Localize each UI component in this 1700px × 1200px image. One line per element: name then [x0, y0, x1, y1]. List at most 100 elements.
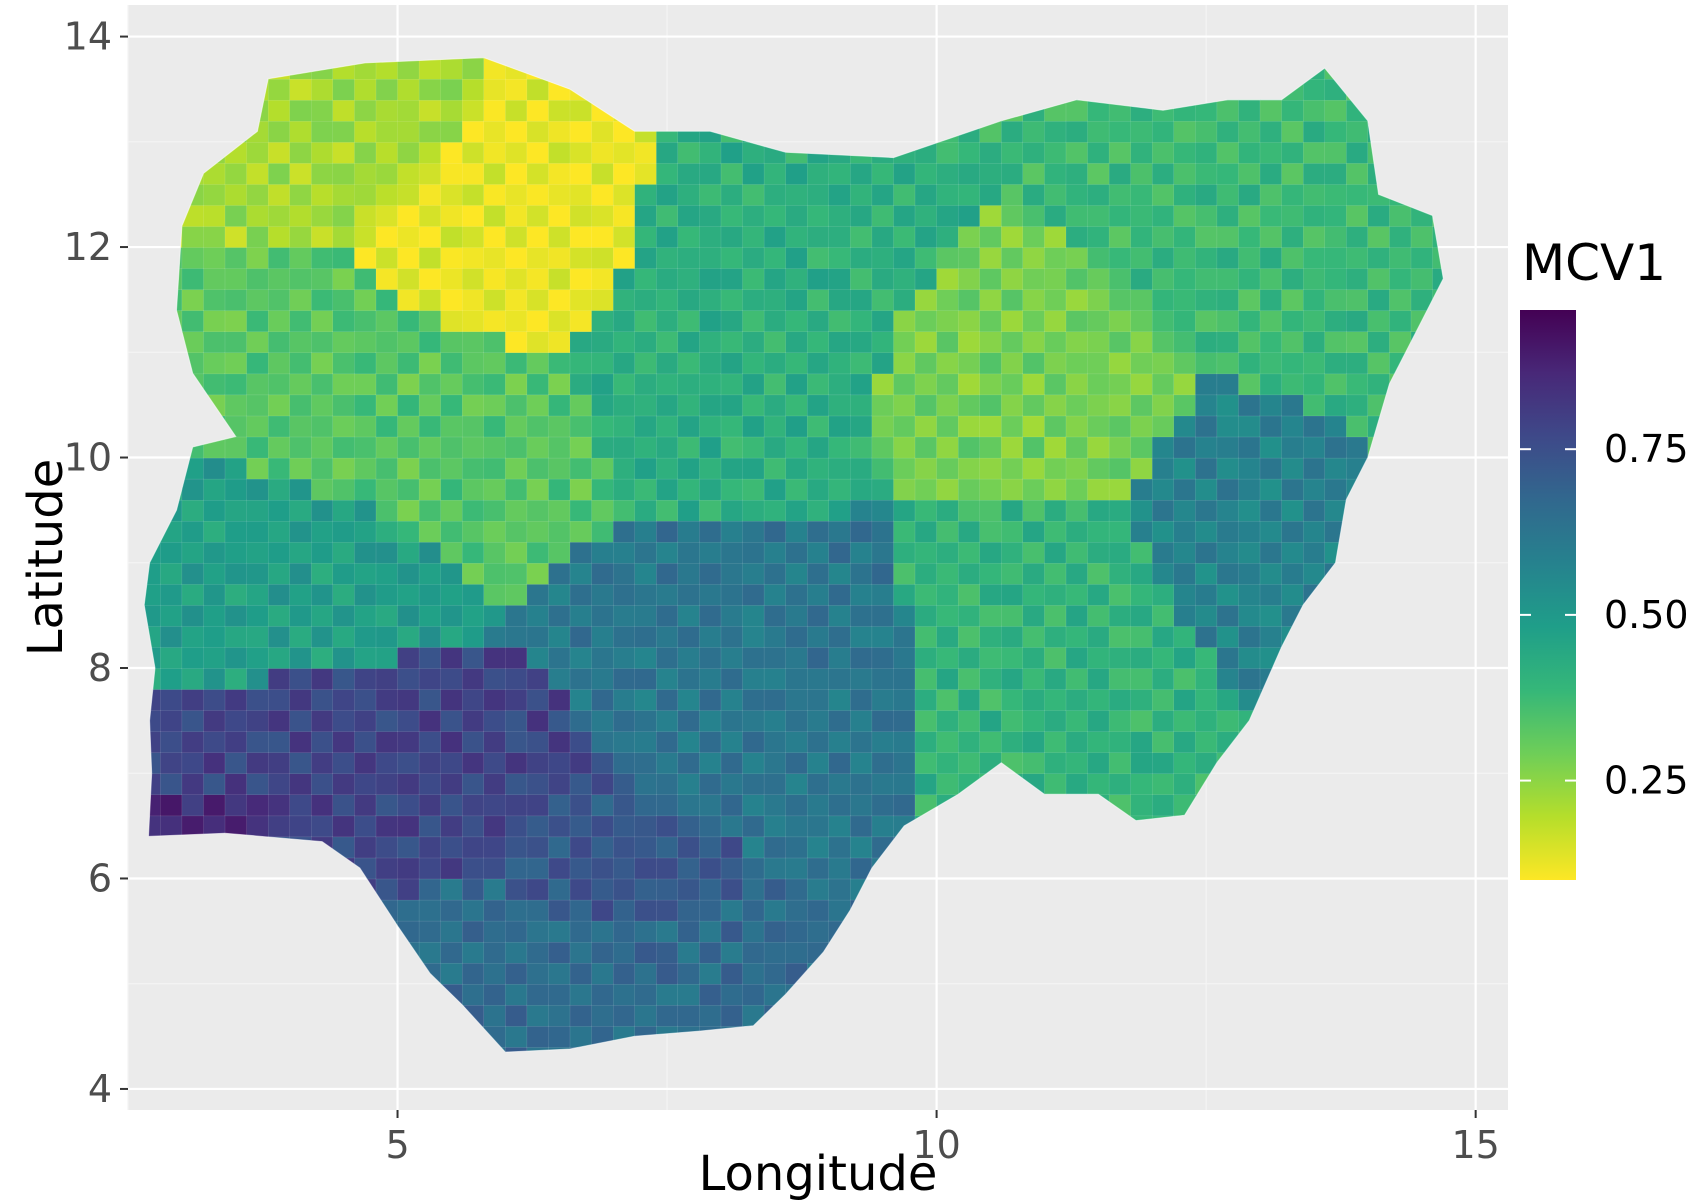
- district-cell: [1151, 373, 1175, 396]
- district-cell: [677, 183, 701, 206]
- district-cell: [505, 120, 528, 143]
- district-cell: [1346, 267, 1369, 290]
- district-cell: [289, 415, 313, 438]
- district-cell: [160, 667, 183, 690]
- district-cell: [720, 415, 744, 438]
- district-cell: [1195, 141, 1218, 164]
- district-cell: [634, 878, 658, 901]
- district-cell: [785, 667, 809, 690]
- district-cell: [462, 99, 485, 122]
- district-cell: [958, 730, 981, 753]
- district-cell: [311, 457, 334, 480]
- district-cell: [1001, 225, 1024, 248]
- district-cell: [418, 688, 442, 711]
- district-cell: [160, 646, 183, 669]
- district-cell: [807, 709, 830, 732]
- district-cell: [807, 773, 830, 796]
- district-cell: [677, 667, 701, 690]
- district-cell: [354, 162, 377, 185]
- district-cell: [483, 141, 507, 164]
- district-cell: [742, 478, 765, 501]
- district-cell: [763, 562, 787, 585]
- district-cell: [375, 267, 399, 290]
- district-cell: [1302, 373, 1326, 396]
- x-axis-title: Longitude: [699, 1146, 938, 1200]
- district-cell: [548, 120, 571, 143]
- district-cell: [613, 478, 636, 501]
- district-cell: [613, 436, 636, 459]
- district-cell: [268, 394, 291, 417]
- district-cell: [1065, 267, 1089, 290]
- district-cell: [1065, 394, 1089, 417]
- district-cell: [785, 773, 809, 796]
- district-cell: [224, 730, 248, 753]
- district-cell: [440, 120, 464, 143]
- district-cell: [1216, 288, 1240, 311]
- district-cell: [203, 583, 226, 606]
- district-cell: [483, 183, 507, 206]
- district-cell: [462, 541, 485, 564]
- district-cell: [1065, 709, 1089, 732]
- district-cell: [311, 794, 334, 817]
- district-cell: [203, 499, 226, 522]
- district-cell: [418, 288, 442, 311]
- district-cell: [591, 941, 614, 964]
- district-cell: [807, 815, 830, 838]
- district-cell: [289, 688, 313, 711]
- district-cell: [634, 688, 658, 711]
- district-cell: [1108, 373, 1132, 396]
- district-cell: [289, 225, 313, 248]
- district-cell: [181, 499, 205, 522]
- district-cell: [1130, 562, 1154, 585]
- district-cell: [893, 373, 916, 396]
- district-cell: [1151, 183, 1175, 206]
- district-cell: [246, 394, 270, 417]
- district-cell: [1281, 99, 1304, 122]
- district-cell: [1065, 225, 1089, 248]
- district-cell: [613, 288, 636, 311]
- district-cell: [268, 415, 291, 438]
- district-cell: [785, 646, 809, 669]
- district-cell: [311, 331, 334, 354]
- district-cell: [160, 752, 183, 775]
- district-cell: [462, 415, 485, 438]
- district-cell: [397, 709, 420, 732]
- district-cell: [763, 941, 787, 964]
- district-cell: [160, 625, 183, 648]
- district-cell: [656, 415, 679, 438]
- district-cell: [1259, 625, 1283, 648]
- district-cell: [224, 794, 248, 817]
- district-cell: [224, 478, 248, 501]
- district-cell: [311, 415, 334, 438]
- district-cell: [763, 352, 787, 375]
- district-cell: [1324, 436, 1348, 459]
- district-cell: [1022, 120, 1046, 143]
- district-cell: [1065, 120, 1089, 143]
- district-cell: [1001, 267, 1024, 290]
- district-cell: [979, 267, 1003, 290]
- district-cell: [1173, 267, 1197, 290]
- district-cell: [1259, 499, 1283, 522]
- district-cell: [354, 730, 377, 753]
- district-cell: [548, 583, 571, 606]
- district-cell: [742, 962, 765, 985]
- district-cell: [462, 352, 485, 375]
- district-cell: [677, 520, 701, 543]
- district-cell: [1302, 394, 1326, 417]
- district-cell: [268, 752, 291, 775]
- district-cell: [850, 520, 873, 543]
- district-cell: [1346, 331, 1369, 354]
- district-cell: [1195, 288, 1218, 311]
- district-cell: [785, 267, 809, 290]
- district-cell: [268, 183, 291, 206]
- district-cell: [742, 267, 765, 290]
- district-cell: [656, 373, 679, 396]
- district-cell: [397, 457, 420, 480]
- district-cell: [397, 499, 420, 522]
- district-cell: [1087, 625, 1110, 648]
- district-cell: [1001, 141, 1024, 164]
- district-cell: [224, 773, 248, 796]
- district-cell: [677, 899, 701, 922]
- district-cell: [914, 436, 938, 459]
- district-cell: [1389, 310, 1412, 333]
